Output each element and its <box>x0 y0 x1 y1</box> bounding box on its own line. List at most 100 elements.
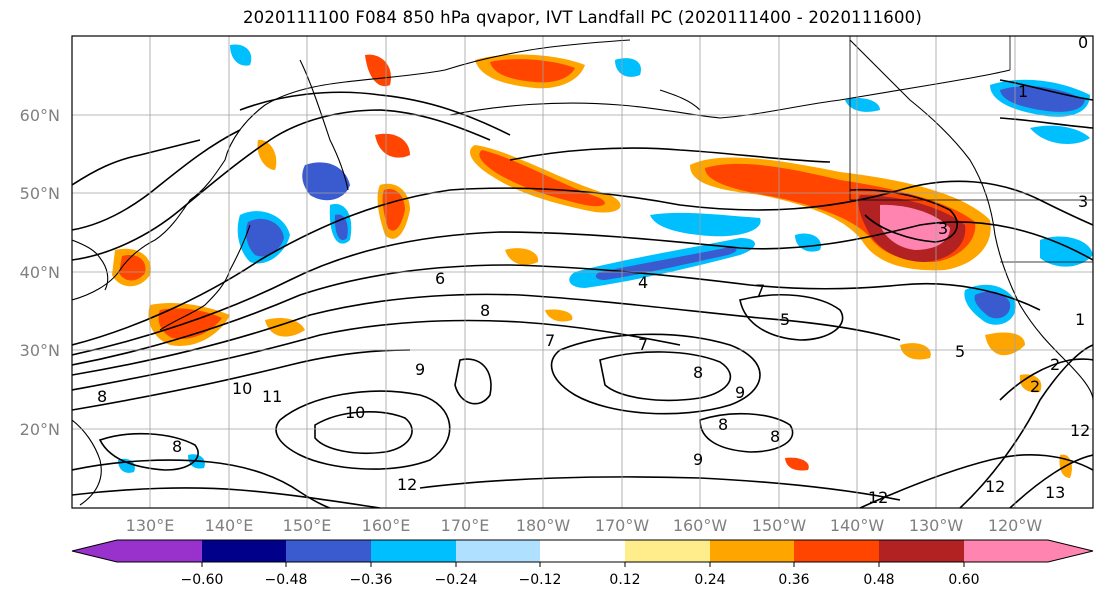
coast-kamchatka <box>299 59 349 191</box>
contour-label: 8 <box>97 387 107 406</box>
map-title: 2020111100 F084 850 hPa qvapor, IVT Land… <box>242 8 923 27</box>
contour-label: 9 <box>693 450 703 469</box>
negative-anomaly-region <box>650 212 761 237</box>
colorbar-tick-label: −0.36 <box>350 572 393 588</box>
lon-tick-label: 150°W <box>752 516 807 535</box>
contour-line <box>739 294 844 341</box>
lat-tick-label: 60°N <box>20 106 60 125</box>
colorbar-segment <box>371 540 456 562</box>
contour-label: 13 <box>1045 483 1065 502</box>
contour-label: 9 <box>735 383 745 402</box>
contour-line <box>959 344 1093 508</box>
contour-label: 3 <box>1078 192 1088 211</box>
positive-anomaly-region <box>900 343 931 360</box>
lat-tick-label: 50°N <box>20 184 60 203</box>
contour-line <box>72 129 241 231</box>
contour-line <box>275 390 451 470</box>
contour-line <box>72 293 901 376</box>
colorbar-extend-high <box>1048 540 1093 562</box>
lon-tick-label: 130°E <box>126 516 175 535</box>
colorbar-tick-label: −0.12 <box>519 572 562 588</box>
contour-line <box>599 351 732 402</box>
colorbar-segment <box>117 540 202 562</box>
lon-tick-label: 120°W <box>988 516 1043 535</box>
contour-line <box>699 412 794 453</box>
contour-label: 8 <box>770 427 780 446</box>
coast-north-america <box>849 39 1093 401</box>
contour-label: 12 <box>985 477 1005 496</box>
contour-label: 8 <box>718 415 728 434</box>
negative-anomaly-region <box>845 98 880 112</box>
colorbar-segment <box>202 540 286 562</box>
contour-line <box>1009 454 1093 508</box>
contour-label: 12 <box>397 475 417 494</box>
contour-line <box>550 333 761 415</box>
contour-label: 1 <box>1018 82 1028 101</box>
contour-line <box>999 79 1093 101</box>
coast-philippines <box>72 419 102 506</box>
contour-label: 6 <box>435 269 445 288</box>
coast-alaska <box>449 69 1011 119</box>
contour-line <box>999 117 1093 129</box>
colorbar-tick-label: 0.36 <box>778 572 809 588</box>
contour-label: 7 <box>638 335 648 354</box>
colorbar-segment <box>625 540 710 562</box>
contour-line <box>72 459 331 508</box>
contour-line <box>72 139 201 186</box>
colorbar-segment <box>964 540 1048 562</box>
contour-label: 10 <box>232 379 252 398</box>
graticule <box>72 36 1093 508</box>
lat-tick-label: 30°N <box>20 341 60 360</box>
lon-tick-label: 170°E <box>441 516 490 535</box>
colorbar-segment <box>456 540 540 562</box>
contour-line <box>999 358 1093 401</box>
contour-line <box>239 91 511 136</box>
contour-line <box>72 264 1041 366</box>
contour-label: 10 <box>345 403 365 422</box>
colorbar-extend-low <box>72 540 117 562</box>
colorbar-segment <box>540 540 625 562</box>
lon-tick-label: 180°W <box>516 516 571 535</box>
contour-line <box>314 411 413 455</box>
lon-tick-label: 140°E <box>205 516 254 535</box>
colorbar-segment <box>286 540 371 562</box>
ivt-contours <box>72 79 1093 508</box>
coast-japan <box>159 224 251 331</box>
positive-anomaly-region <box>479 150 605 207</box>
negative-anomaly-region <box>246 218 284 257</box>
colorbar-outline <box>71 539 1094 563</box>
positive-anomaly-region <box>265 318 305 337</box>
coastlines <box>72 36 1093 506</box>
coast-alaska-peninsula <box>659 89 701 111</box>
contour-line <box>72 349 411 411</box>
positive-anomaly-region <box>880 204 950 250</box>
lat-tick-label: 20°N <box>20 420 60 439</box>
contour-label: 8 <box>172 437 182 456</box>
lat-axis: 60°N 50°N 40°N 30°N 20°N <box>20 106 60 439</box>
colorbar-tick-label: 0.60 <box>948 572 979 588</box>
positive-anomaly-region <box>490 59 575 83</box>
colorbar-tick-label: 0.24 <box>694 572 725 588</box>
contour-line <box>98 432 199 471</box>
negative-anomaly-region <box>230 44 252 66</box>
lon-tick-label: 150°E <box>283 516 332 535</box>
contour-label: 7 <box>755 281 765 300</box>
contour-label: 3 <box>938 219 948 238</box>
positive-anomaly-region <box>545 309 573 322</box>
border-alaska-canada <box>849 36 1093 201</box>
contour-label: 5 <box>955 342 965 361</box>
contour-labels: 1 0 3 3 6 7 8 4 7 5 5 7 9 8 10 11 10 12 … <box>97 36 1090 507</box>
contour-label: 8 <box>693 363 703 382</box>
colorbar-segment <box>710 540 794 562</box>
contour-label: 9 <box>415 360 425 379</box>
contour-label: 2 <box>1050 355 1060 374</box>
negative-anomaly-region <box>302 162 350 201</box>
contour-label: 8 <box>480 301 490 320</box>
colorbar-segment <box>794 540 879 562</box>
positive-anomaly-region <box>119 254 146 281</box>
colorbar-segment <box>879 540 964 562</box>
contour-label: 1 <box>1075 310 1085 329</box>
contour-line <box>72 487 381 508</box>
negative-anomaly-region <box>1000 86 1085 112</box>
